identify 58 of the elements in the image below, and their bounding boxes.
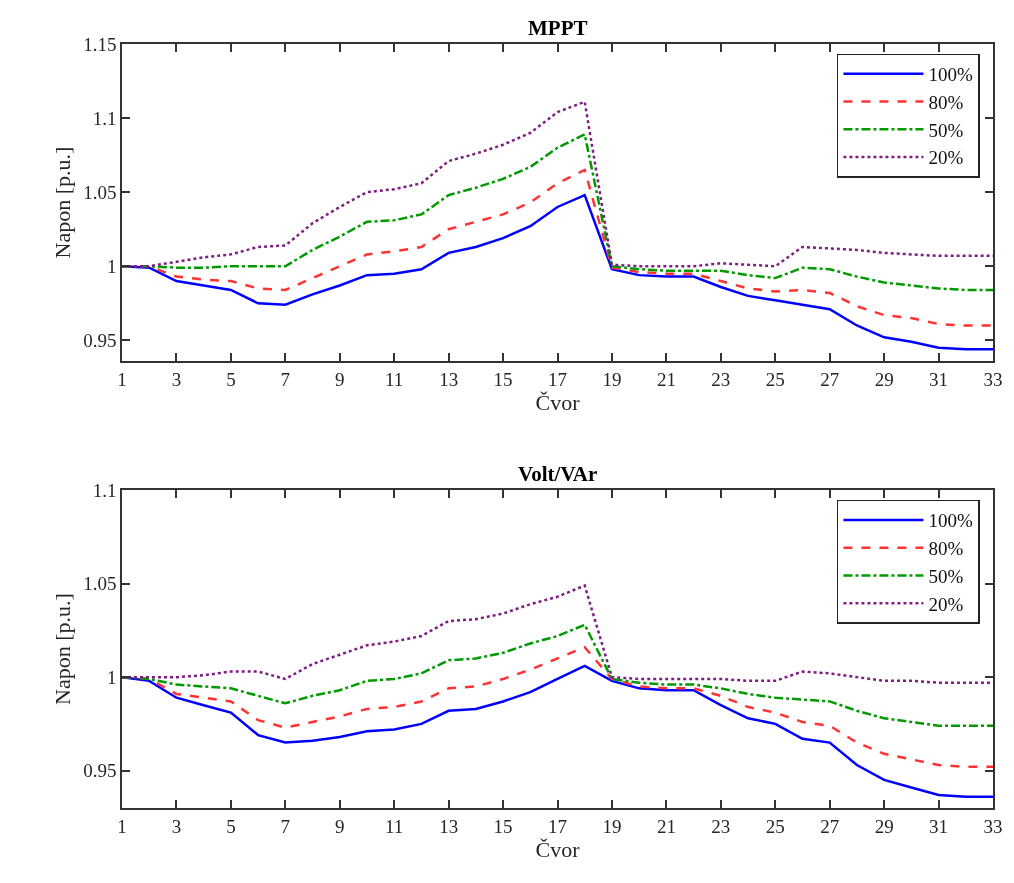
x-axis-title: Čvor	[535, 836, 581, 862]
legend-label: 50%	[928, 565, 964, 587]
x-axis-title: Čvor	[535, 389, 581, 415]
x-tick-label: 7	[280, 815, 291, 837]
x-tick-label: 15	[493, 815, 513, 837]
x-tick-label: 19	[602, 815, 622, 837]
x-tick-label: 29	[874, 368, 894, 390]
x-tick-label: 5	[226, 368, 236, 390]
legend-label: 100%	[928, 64, 973, 86]
y-tick-label: 1	[106, 255, 117, 277]
y-axis-title: Napon [p.u.]	[50, 146, 76, 259]
x-tick-label: 21	[656, 815, 676, 837]
x-tick-label: 33	[983, 368, 1003, 390]
x-tick-label: 23	[711, 368, 731, 390]
x-tick-label: 31	[929, 368, 949, 390]
y-tick-label: 1	[106, 666, 117, 688]
x-tick-label: 5	[226, 815, 236, 837]
x-tick-label: 33	[983, 815, 1003, 837]
line-series	[122, 623, 993, 727]
legend-label: 20%	[928, 147, 964, 169]
x-tick-label: 11	[385, 368, 404, 390]
chart-title: Volt/VAr	[518, 462, 598, 486]
chart-title: MPPT	[528, 16, 588, 40]
y-tick-label: 1.05	[83, 181, 117, 203]
x-tick-label: 17	[548, 368, 567, 390]
line-series	[122, 193, 993, 351]
x-tick-label: 13	[439, 368, 459, 390]
line-series	[122, 664, 993, 799]
y-tick-label: 1.05	[83, 573, 117, 595]
x-tick-label: 25	[765, 815, 785, 837]
x-tick-label: 11	[385, 815, 404, 837]
legend-label: 20%	[928, 593, 964, 615]
y-axis-title: Napon [p.u.]	[50, 593, 76, 705]
legend-label: 50%	[928, 119, 964, 141]
x-tick-label: 9	[335, 815, 345, 837]
legend-label: 80%	[928, 91, 964, 113]
x-tick-label: 7	[280, 368, 291, 390]
y-tick-label: 1.15	[83, 33, 117, 55]
x-tick-label: 3	[171, 368, 182, 390]
legend-label: 80%	[928, 538, 964, 560]
x-tick-label: 25	[765, 368, 785, 390]
x-tick-label: 17	[548, 815, 567, 837]
y-tick-label: 1.1	[92, 107, 117, 129]
x-tick-label: 13	[439, 815, 459, 837]
x-tick-label: 3	[171, 815, 182, 837]
x-tick-label: 31	[929, 815, 949, 837]
x-tick-label: 27	[820, 815, 840, 837]
x-tick-label: 15	[493, 368, 513, 390]
legend-label: 100%	[928, 510, 973, 532]
y-tick-label: 0.95	[83, 329, 117, 351]
x-tick-label: 29	[874, 815, 894, 837]
x-tick-label: 27	[820, 368, 840, 390]
y-tick-label: 1.1	[92, 479, 117, 501]
x-tick-label: 21	[656, 368, 676, 390]
x-tick-label: 9	[335, 368, 345, 390]
x-tick-label: 19	[602, 368, 622, 390]
x-tick-label: 23	[711, 815, 731, 837]
y-tick-label: 0.95	[83, 760, 117, 782]
